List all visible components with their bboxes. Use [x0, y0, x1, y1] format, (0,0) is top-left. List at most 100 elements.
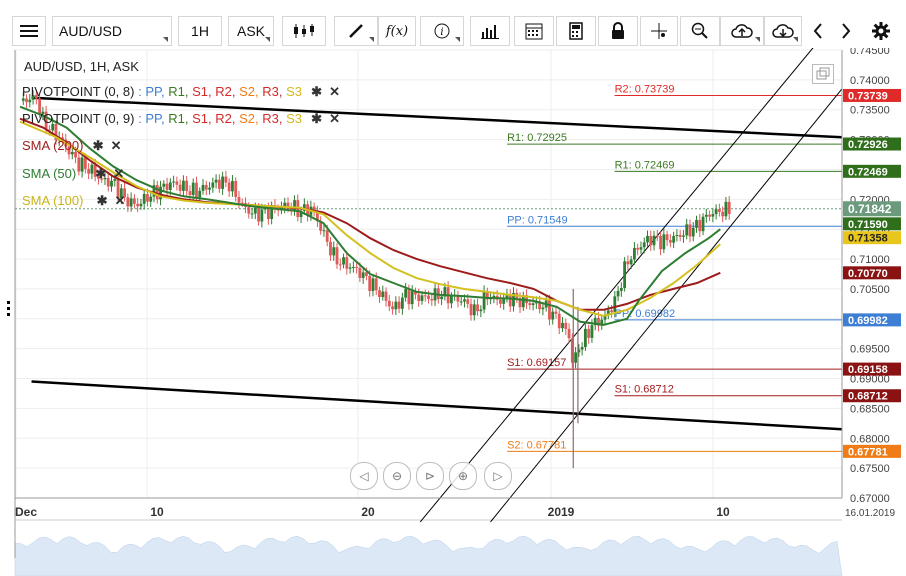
zoom-in-button[interactable]: ⊕: [449, 462, 477, 490]
triangle-left-icon: ◁: [359, 469, 369, 483]
candle-body: [371, 278, 375, 291]
price-chart[interactable]: R2: 0.73739 R1: 0.72925 R1: 0.72469 PP: 0.7…: [0, 48, 906, 576]
pivot-level-label: R1: 0.72925: [507, 132, 567, 144]
crosshair-button[interactable]: [640, 16, 678, 46]
popout-icon[interactable]: [812, 64, 834, 84]
close-icon[interactable]: ✕: [114, 193, 126, 208]
trendline-upper-resistance: [31, 96, 843, 139]
candle-body: [548, 300, 551, 320]
gear-icon[interactable]: ✱: [311, 84, 323, 99]
menu-button[interactable]: [12, 16, 46, 46]
lock-button[interactable]: [598, 16, 638, 46]
candle-body: [531, 303, 535, 306]
candle-body: [119, 188, 123, 199]
pivot-level-r1: R1,: [168, 84, 189, 99]
price-side-selector[interactable]: ASK: [228, 16, 274, 46]
candle-body: [335, 247, 339, 265]
candle-body: [188, 191, 192, 195]
candle-body: [590, 325, 594, 338]
candle-body: [472, 304, 476, 316]
indicators-button[interactable]: [470, 16, 510, 46]
pivot-legend-2: PIVOTPOINT (0, 9) : PP, R1, S1, R2, S2, …: [22, 111, 342, 127]
pivot-level-r2: R2,: [215, 84, 236, 99]
candle-body: [25, 98, 28, 103]
candle-body: [234, 180, 238, 197]
y-tick-label: 0.68000: [850, 433, 890, 445]
close-icon[interactable]: ✕: [110, 138, 122, 153]
calculator-icon: [569, 22, 583, 40]
info-button[interactable]: i: [420, 16, 464, 46]
gear-icon[interactable]: ✱: [92, 138, 104, 153]
candle-body: [100, 178, 104, 180]
candle-body: [711, 214, 715, 217]
price-label: 0.67781: [848, 446, 888, 458]
close-icon[interactable]: ✕: [329, 84, 341, 99]
candle-body: [38, 98, 42, 115]
candle-body: [113, 179, 117, 181]
cloud-upload-button[interactable]: [720, 16, 764, 46]
candle-body: [397, 301, 401, 309]
zoom-out-button[interactable]: ⊖: [383, 462, 411, 490]
function-button[interactable]: f(x): [378, 16, 416, 46]
trendline-channel-lower: [490, 88, 843, 523]
candle-body: [80, 157, 84, 172]
pan-left-button[interactable]: ◁: [350, 462, 378, 490]
candle-body: [623, 261, 627, 288]
trendlines: [31, 48, 843, 523]
candle-body: [185, 180, 189, 192]
close-icon[interactable]: ✕: [113, 166, 125, 181]
candle-body: [420, 295, 424, 301]
pivot-level-label: PP: 0.69982: [615, 308, 676, 320]
pivot-level-s2: S2,: [239, 84, 259, 99]
candle-body: [479, 309, 483, 312]
candle-body: [28, 99, 32, 103]
draw-tool-button[interactable]: [334, 16, 378, 46]
zoom-button[interactable]: [680, 16, 720, 46]
price-label: 0.72926: [848, 139, 888, 151]
chart-area[interactable]: R2: 0.73739 R1: 0.72925 R1: 0.72469 PP: 0.7…: [0, 48, 906, 576]
gear-icon: [872, 22, 890, 40]
candle-body: [358, 267, 362, 278]
pivot-sep: :: [138, 84, 142, 99]
gear-icon[interactable]: ✱: [311, 111, 323, 126]
candle-body: [34, 95, 38, 99]
calendar-button[interactable]: [514, 16, 554, 46]
y-tick-label: 0.68500: [850, 403, 890, 415]
close-icon[interactable]: ✕: [329, 111, 341, 126]
settings-button[interactable]: [866, 16, 896, 46]
calculator-button[interactable]: [556, 16, 596, 46]
pivot-level-s2: S2,: [239, 111, 259, 126]
pan-right-button[interactable]: ▷: [484, 462, 512, 490]
price-label-bg: [843, 88, 901, 102]
cloud-download-button[interactable]: [764, 16, 802, 46]
candle-body: [325, 230, 329, 242]
candle-body: [257, 207, 260, 222]
y-tick-label: 0.67000: [850, 493, 890, 505]
candle-body: [704, 214, 708, 217]
pivot-level-s1: S1,: [192, 111, 212, 126]
gear-icon[interactable]: ✱: [95, 166, 107, 181]
sma100-line: [19, 120, 721, 317]
candle-body: [322, 230, 326, 232]
timeframe-selector[interactable]: 1H: [178, 16, 222, 46]
moving-averages: [19, 105, 721, 326]
symbol-selector[interactable]: AUD/USD: [52, 16, 172, 46]
chart-type-button[interactable]: [282, 16, 326, 46]
chevron-left-icon: [813, 23, 822, 39]
candle-body: [727, 201, 731, 214]
scroll-left-button[interactable]: [804, 16, 832, 46]
candle-body: [518, 298, 522, 308]
candle-body: [665, 234, 669, 241]
zoom-icon: [691, 22, 708, 39]
candle-body: [557, 313, 561, 329]
scroll-right-button[interactable]: [832, 16, 860, 46]
y-tick-label: 0.74500: [850, 48, 890, 57]
candle-body: [430, 298, 434, 301]
chevron-right-icon: [842, 23, 851, 39]
reset-zoom-button[interactable]: ⊳: [416, 462, 444, 490]
gear-icon[interactable]: ✱: [96, 193, 108, 208]
candle-body: [142, 194, 146, 204]
candle-body: [253, 207, 257, 214]
resize-handle[interactable]: [7, 301, 10, 319]
candle-body: [319, 221, 323, 231]
